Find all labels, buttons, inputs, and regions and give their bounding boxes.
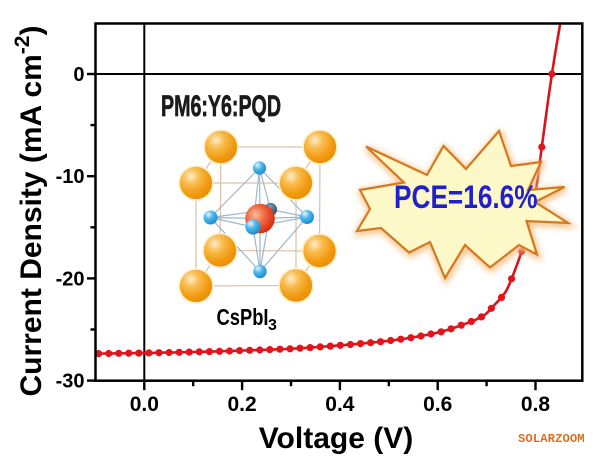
svg-text:0.0: 0.0 bbox=[130, 393, 159, 416]
svg-text:-30: -30 bbox=[56, 371, 85, 393]
svg-text:0: 0 bbox=[73, 64, 84, 86]
svg-text:Voltage (V): Voltage (V) bbox=[259, 422, 413, 455]
svg-text:Current Density (mA cm-2): Current Density (mA cm-2) bbox=[11, 26, 48, 397]
svg-text:0.8: 0.8 bbox=[521, 393, 551, 416]
svg-text:-20: -20 bbox=[56, 268, 85, 290]
svg-text:PM6:Y6:PQD: PM6:Y6:PQD bbox=[161, 90, 281, 123]
svg-text:CsPbI: CsPbI bbox=[217, 304, 269, 330]
svg-text:PCE=16.6%: PCE=16.6% bbox=[394, 179, 538, 215]
svg-text:0.2: 0.2 bbox=[227, 393, 256, 416]
svg-text:-10: -10 bbox=[56, 166, 85, 188]
svg-text:SOLARZOOM: SOLARZOOM bbox=[518, 432, 585, 446]
svg-text:3: 3 bbox=[268, 317, 277, 334]
svg-text:0.6: 0.6 bbox=[423, 393, 452, 416]
svg-text:0.4: 0.4 bbox=[325, 393, 355, 416]
